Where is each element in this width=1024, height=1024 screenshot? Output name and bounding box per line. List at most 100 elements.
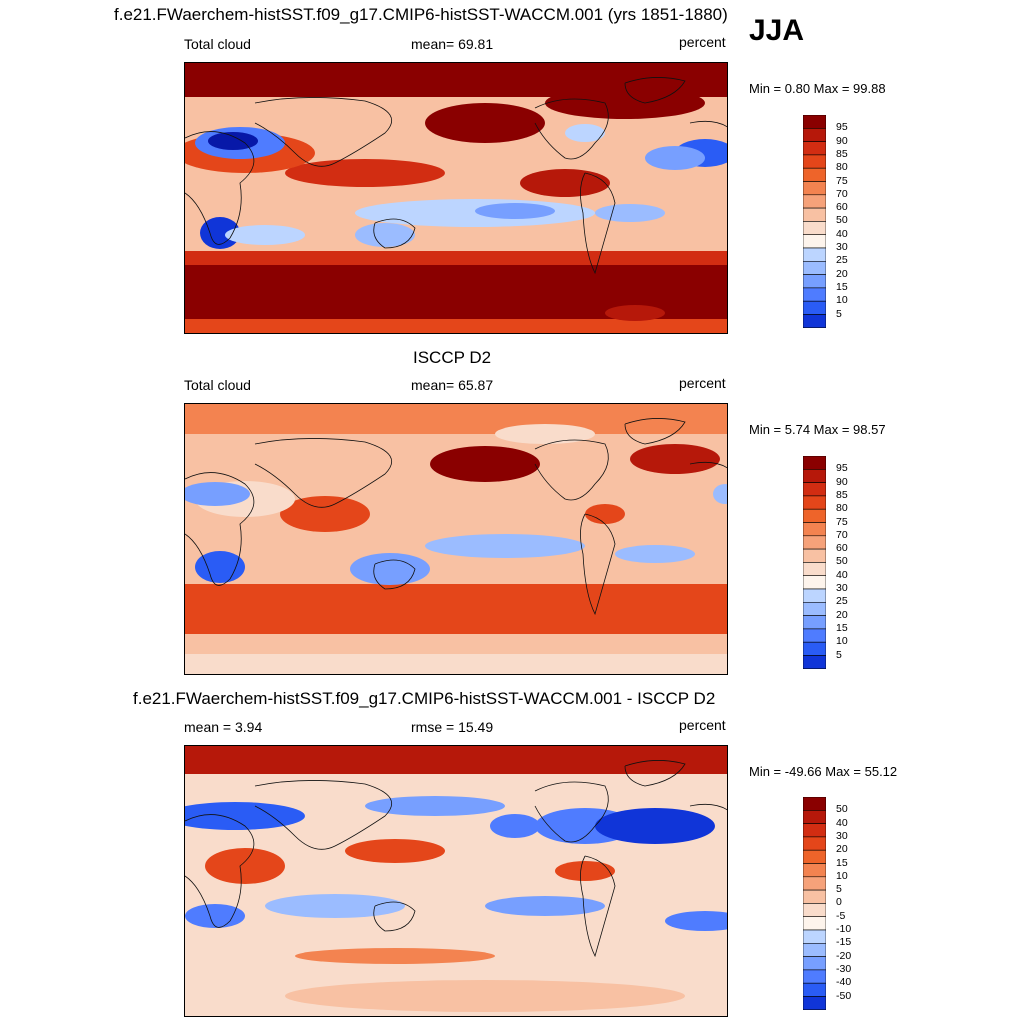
- panel-2-colorbar: [802, 455, 827, 696]
- natl-high: [630, 444, 720, 474]
- colorbar-tick-label: 10: [836, 294, 848, 307]
- epac-neg: [490, 814, 540, 838]
- colorbar-block: [802, 641, 827, 656]
- colorbar-block: [802, 996, 827, 1011]
- australia-clear: [355, 223, 415, 247]
- colorbar-block: [802, 495, 827, 510]
- southern-ocean-band: [185, 584, 727, 634]
- panel-2-mean-label: mean= 65.87: [411, 377, 494, 393]
- colorbar-tick-label: 50: [836, 214, 848, 227]
- colorbar-tick-label: 25: [836, 595, 848, 608]
- panel-1-minmax: Min = 0.80 Max = 99.88: [749, 81, 886, 96]
- coastline-5: [624, 77, 686, 104]
- panel-3-colorbar: [802, 796, 827, 1024]
- panel-1-mean-label: mean= 69.81: [411, 36, 494, 52]
- colorbar-block: [802, 522, 827, 537]
- africa-pos: [205, 848, 285, 884]
- panel-3-minmax: Min = -49.66 Max = 55.12: [749, 764, 898, 779]
- npac-high: [425, 103, 545, 143]
- so-pos: [295, 948, 495, 964]
- colorbar-tick-label: 40: [836, 227, 848, 240]
- colorbar-block: [802, 916, 827, 931]
- spac-neg: [485, 896, 605, 916]
- spac-sub: [355, 199, 595, 227]
- colorbar-tick-label: -40: [836, 976, 852, 989]
- coastline-5: [624, 760, 686, 787]
- panel-3-mean-label: mean = 3.94: [184, 719, 263, 735]
- panel-2-left-label: Total cloud: [184, 377, 251, 393]
- colorbar-tick-label: 40: [836, 568, 848, 581]
- panel-2-units-label: percent: [679, 375, 726, 391]
- colorbar-tick-label: 50: [836, 555, 848, 568]
- panel-2-title: ISCCP D2: [413, 348, 492, 367]
- colorbar-block: [802, 823, 827, 838]
- colorbar-block: [802, 562, 827, 577]
- panel-3-map: [184, 745, 728, 1017]
- safrica-clear: [200, 217, 240, 249]
- coastline-2: [373, 901, 416, 932]
- antarctic-band: [185, 319, 727, 333]
- colorbar-tick-label: 60: [836, 542, 848, 555]
- panel-2-contour-map: [185, 404, 727, 674]
- med-clear: [713, 484, 727, 504]
- season-label: JJA: [749, 14, 805, 47]
- coastline-3: [534, 98, 609, 160]
- colorbar-block: [802, 300, 827, 315]
- panel-3-contour-map: [185, 746, 727, 1016]
- arctic-band: [185, 404, 727, 434]
- coastline-1: [254, 780, 392, 850]
- colorbar-tick-label: 95: [836, 462, 848, 475]
- itcz-east: [520, 169, 610, 197]
- natl-sub: [645, 146, 705, 170]
- australia-clear: [350, 553, 430, 585]
- panel-1-units-label: percent: [679, 34, 726, 50]
- coastline-1: [254, 97, 392, 167]
- samerica-pos: [555, 861, 615, 881]
- colorbar-tick-label: 0: [836, 896, 842, 909]
- coastline-0: [185, 472, 255, 586]
- colorbar-tick-label: 30: [836, 829, 848, 842]
- colorbar-block: [802, 194, 827, 209]
- colorbar-block: [802, 207, 827, 222]
- colorbar-tick-label: 80: [836, 161, 848, 174]
- colorbar-block: [802, 535, 827, 550]
- sahara-clear: [185, 482, 250, 506]
- wpac-pos: [345, 839, 445, 863]
- colorbar-tick-label: 15: [836, 621, 848, 634]
- colorbar-tick-label: 50: [836, 803, 848, 816]
- colorbar-block: [802, 167, 827, 182]
- colorbar-block: [802, 863, 827, 878]
- coastline-2: [373, 559, 416, 590]
- namerica-clear: [565, 124, 605, 142]
- so-patch: [605, 305, 665, 321]
- colorbar-block: [802, 455, 827, 470]
- spac-core: [475, 203, 555, 219]
- colorbar-tick-label: 30: [836, 241, 848, 253]
- colorbar-block: [802, 889, 827, 904]
- eurasia-neg: [185, 802, 305, 830]
- colorbar-tick-label: 5: [836, 883, 842, 896]
- antarctic-pos: [285, 980, 685, 1012]
- panel-2-minmax: Min = 5.74 Max = 98.57: [749, 422, 886, 437]
- colorbar-tick-label: 20: [836, 843, 848, 856]
- colorbar-block: [802, 849, 827, 864]
- colorbar-block: [802, 469, 827, 483]
- colorbar-tick-label: 75: [836, 515, 848, 528]
- coastline-6: [689, 803, 727, 811]
- colorbar-block: [802, 628, 827, 643]
- colorbar-tick-label: 80: [836, 502, 848, 515]
- colorbar-block: [802, 221, 827, 236]
- colorbar-block: [802, 154, 827, 169]
- colorbar-tick-label: 25: [836, 254, 848, 267]
- colorbar-tick-label: -20: [836, 949, 852, 962]
- colorbar-tick-label: -10: [836, 923, 852, 935]
- colorbar-block: [802, 575, 827, 590]
- colorbar-tick-label: 15: [836, 280, 848, 293]
- colorbar-tick-label: 90: [836, 475, 848, 488]
- colorbar-tick-label: 95: [836, 121, 848, 134]
- spac-sub: [425, 534, 585, 558]
- sahara-core: [208, 132, 258, 150]
- colorbar-block: [802, 247, 827, 262]
- colorbar-block: [802, 508, 827, 523]
- colorbar-block: [802, 929, 827, 944]
